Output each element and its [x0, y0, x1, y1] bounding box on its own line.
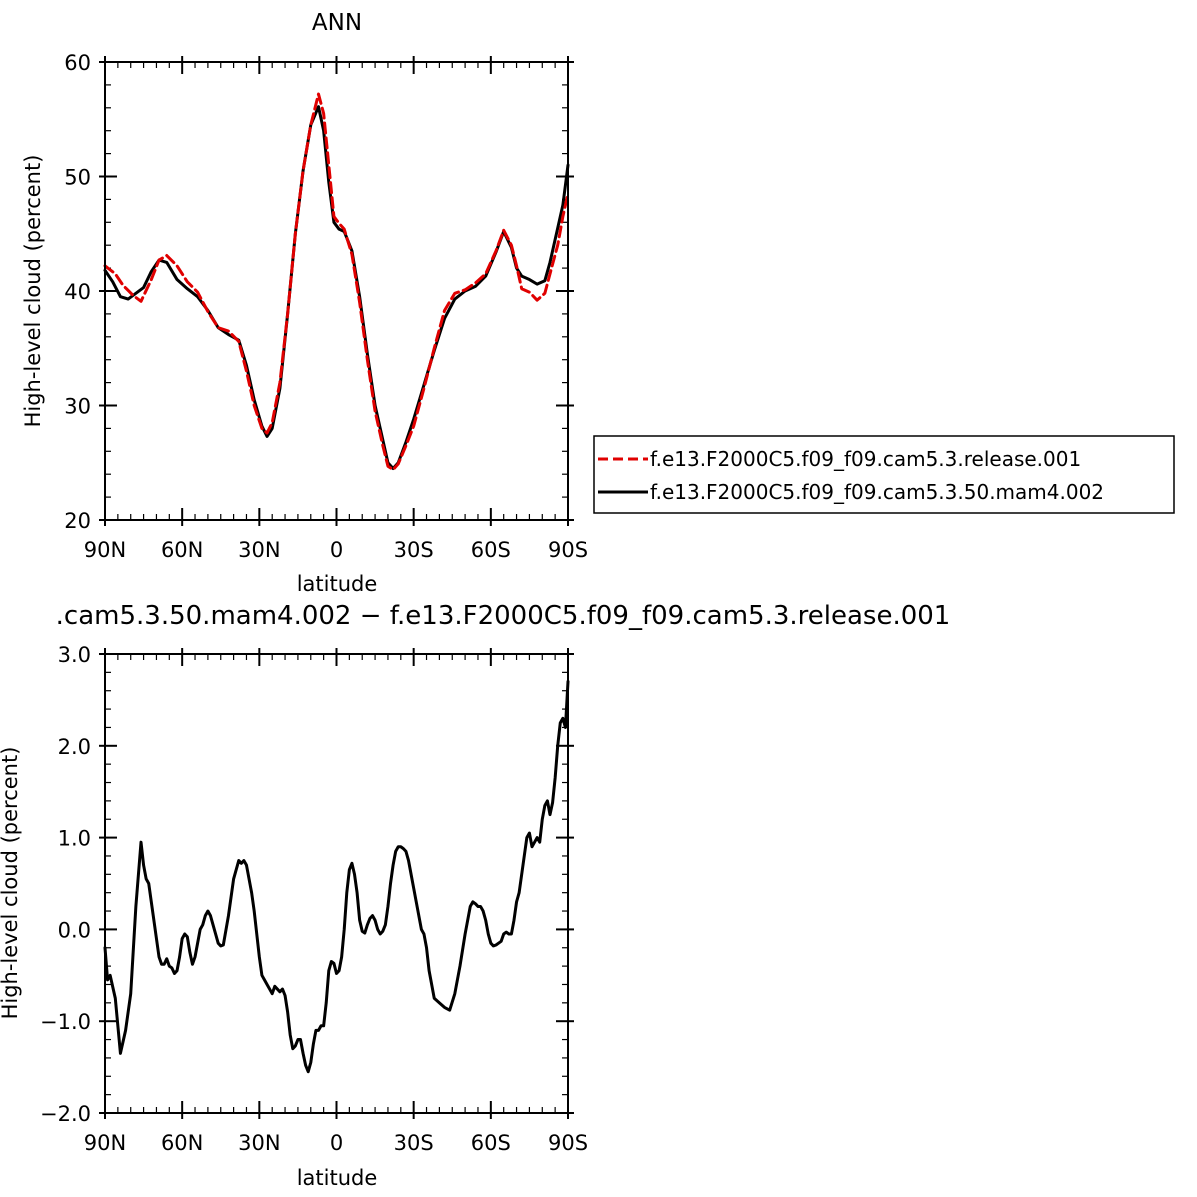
- top-y-tick-label: 50: [64, 166, 91, 190]
- top-x-tick-label: 30S: [394, 538, 434, 562]
- bottom-y-tick-label: 0.0: [58, 918, 91, 942]
- bottom-chart-ticks: [99, 648, 574, 1119]
- top-chart-series: [103, 92, 570, 472]
- bottom-x-tick-label: 30N: [238, 1131, 280, 1155]
- bottom-y-tick-label: 3.0: [58, 643, 91, 667]
- top-y-tick-label: 40: [64, 280, 91, 304]
- top-x-tick-label: 60S: [471, 538, 511, 562]
- bottom-series-line-0: [103, 680, 570, 1074]
- bottom-x-tick-label: 90N: [84, 1131, 126, 1155]
- top-series-line-0: [103, 92, 570, 472]
- legend-label-release: f.e13.F2000C5.f09_f09.cam5.3.release.001: [650, 447, 1081, 471]
- top-x-tick-label: 30N: [238, 538, 280, 562]
- bottom-y-tick-label: −1.0: [40, 1010, 91, 1034]
- top-series-line-1: [103, 105, 570, 470]
- bottom-y-tick-label: 1.0: [58, 827, 91, 851]
- top-y-tick-label: 20: [64, 509, 91, 533]
- bottom-y-tick-label: −2.0: [40, 1102, 91, 1126]
- bottom-x-tick-label: 0: [330, 1131, 343, 1155]
- bottom-chart-series: [103, 680, 570, 1074]
- top-y-tick-label: 30: [64, 395, 91, 419]
- bottom-chart-xlabel: latitude: [297, 1166, 378, 1190]
- top-chart-panel: ANN 90N 60N 30N 0 30S 60S 90S 20 30 40 50 60 latitu…: [21, 10, 588, 596]
- top-x-tick-label: 90S: [548, 538, 588, 562]
- top-x-tick-label: 90N: [84, 538, 126, 562]
- bottom-y-tick-label: 2.0: [58, 735, 91, 759]
- legend: f.e13.F2000C5.f09_f09.cam5.3.release.001…: [593, 435, 1175, 514]
- top-chart-frame: [104, 61, 569, 521]
- bottom-x-tick-label: 60S: [471, 1131, 511, 1155]
- bottom-chart-panel: .cam5.3.50.mam4.002 − f.e13.F2000C5.f09_…: [0, 601, 950, 1190]
- top-x-tick-label: 0: [330, 538, 343, 562]
- legend-box: [593, 435, 1175, 514]
- bottom-chart-tick-labels: 90N 60N 30N 0 30S 60S 90S −2.0 −1.0 0.0 1.0 2.0 3.0: [40, 643, 588, 1155]
- bottom-x-tick-label: 90S: [548, 1131, 588, 1155]
- bottom-chart-title: .cam5.3.50.mam4.002 − f.e13.F2000C5.f09_…: [56, 601, 951, 631]
- top-chart-xlabel: latitude: [297, 572, 378, 596]
- legend-label-mam4: f.e13.F2000C5.f09_f09.cam5.3.50.mam4.002: [650, 480, 1104, 504]
- top-chart-tick-labels: 90N 60N 30N 0 30S 60S 90S 20 30 40 50 60: [64, 51, 588, 562]
- top-y-tick-label: 60: [64, 51, 91, 75]
- top-x-tick-label: 60N: [161, 538, 203, 562]
- bottom-x-tick-label: 30S: [394, 1131, 434, 1155]
- top-chart-ylabel: High-level cloud (percent): [21, 155, 45, 428]
- top-chart-ticks: [99, 56, 574, 526]
- bottom-x-tick-label: 60N: [161, 1131, 203, 1155]
- top-chart-title: ANN: [312, 10, 362, 36]
- bottom-chart-frame: [104, 653, 569, 1114]
- bottom-chart-ylabel: High-level cloud (percent): [0, 747, 22, 1020]
